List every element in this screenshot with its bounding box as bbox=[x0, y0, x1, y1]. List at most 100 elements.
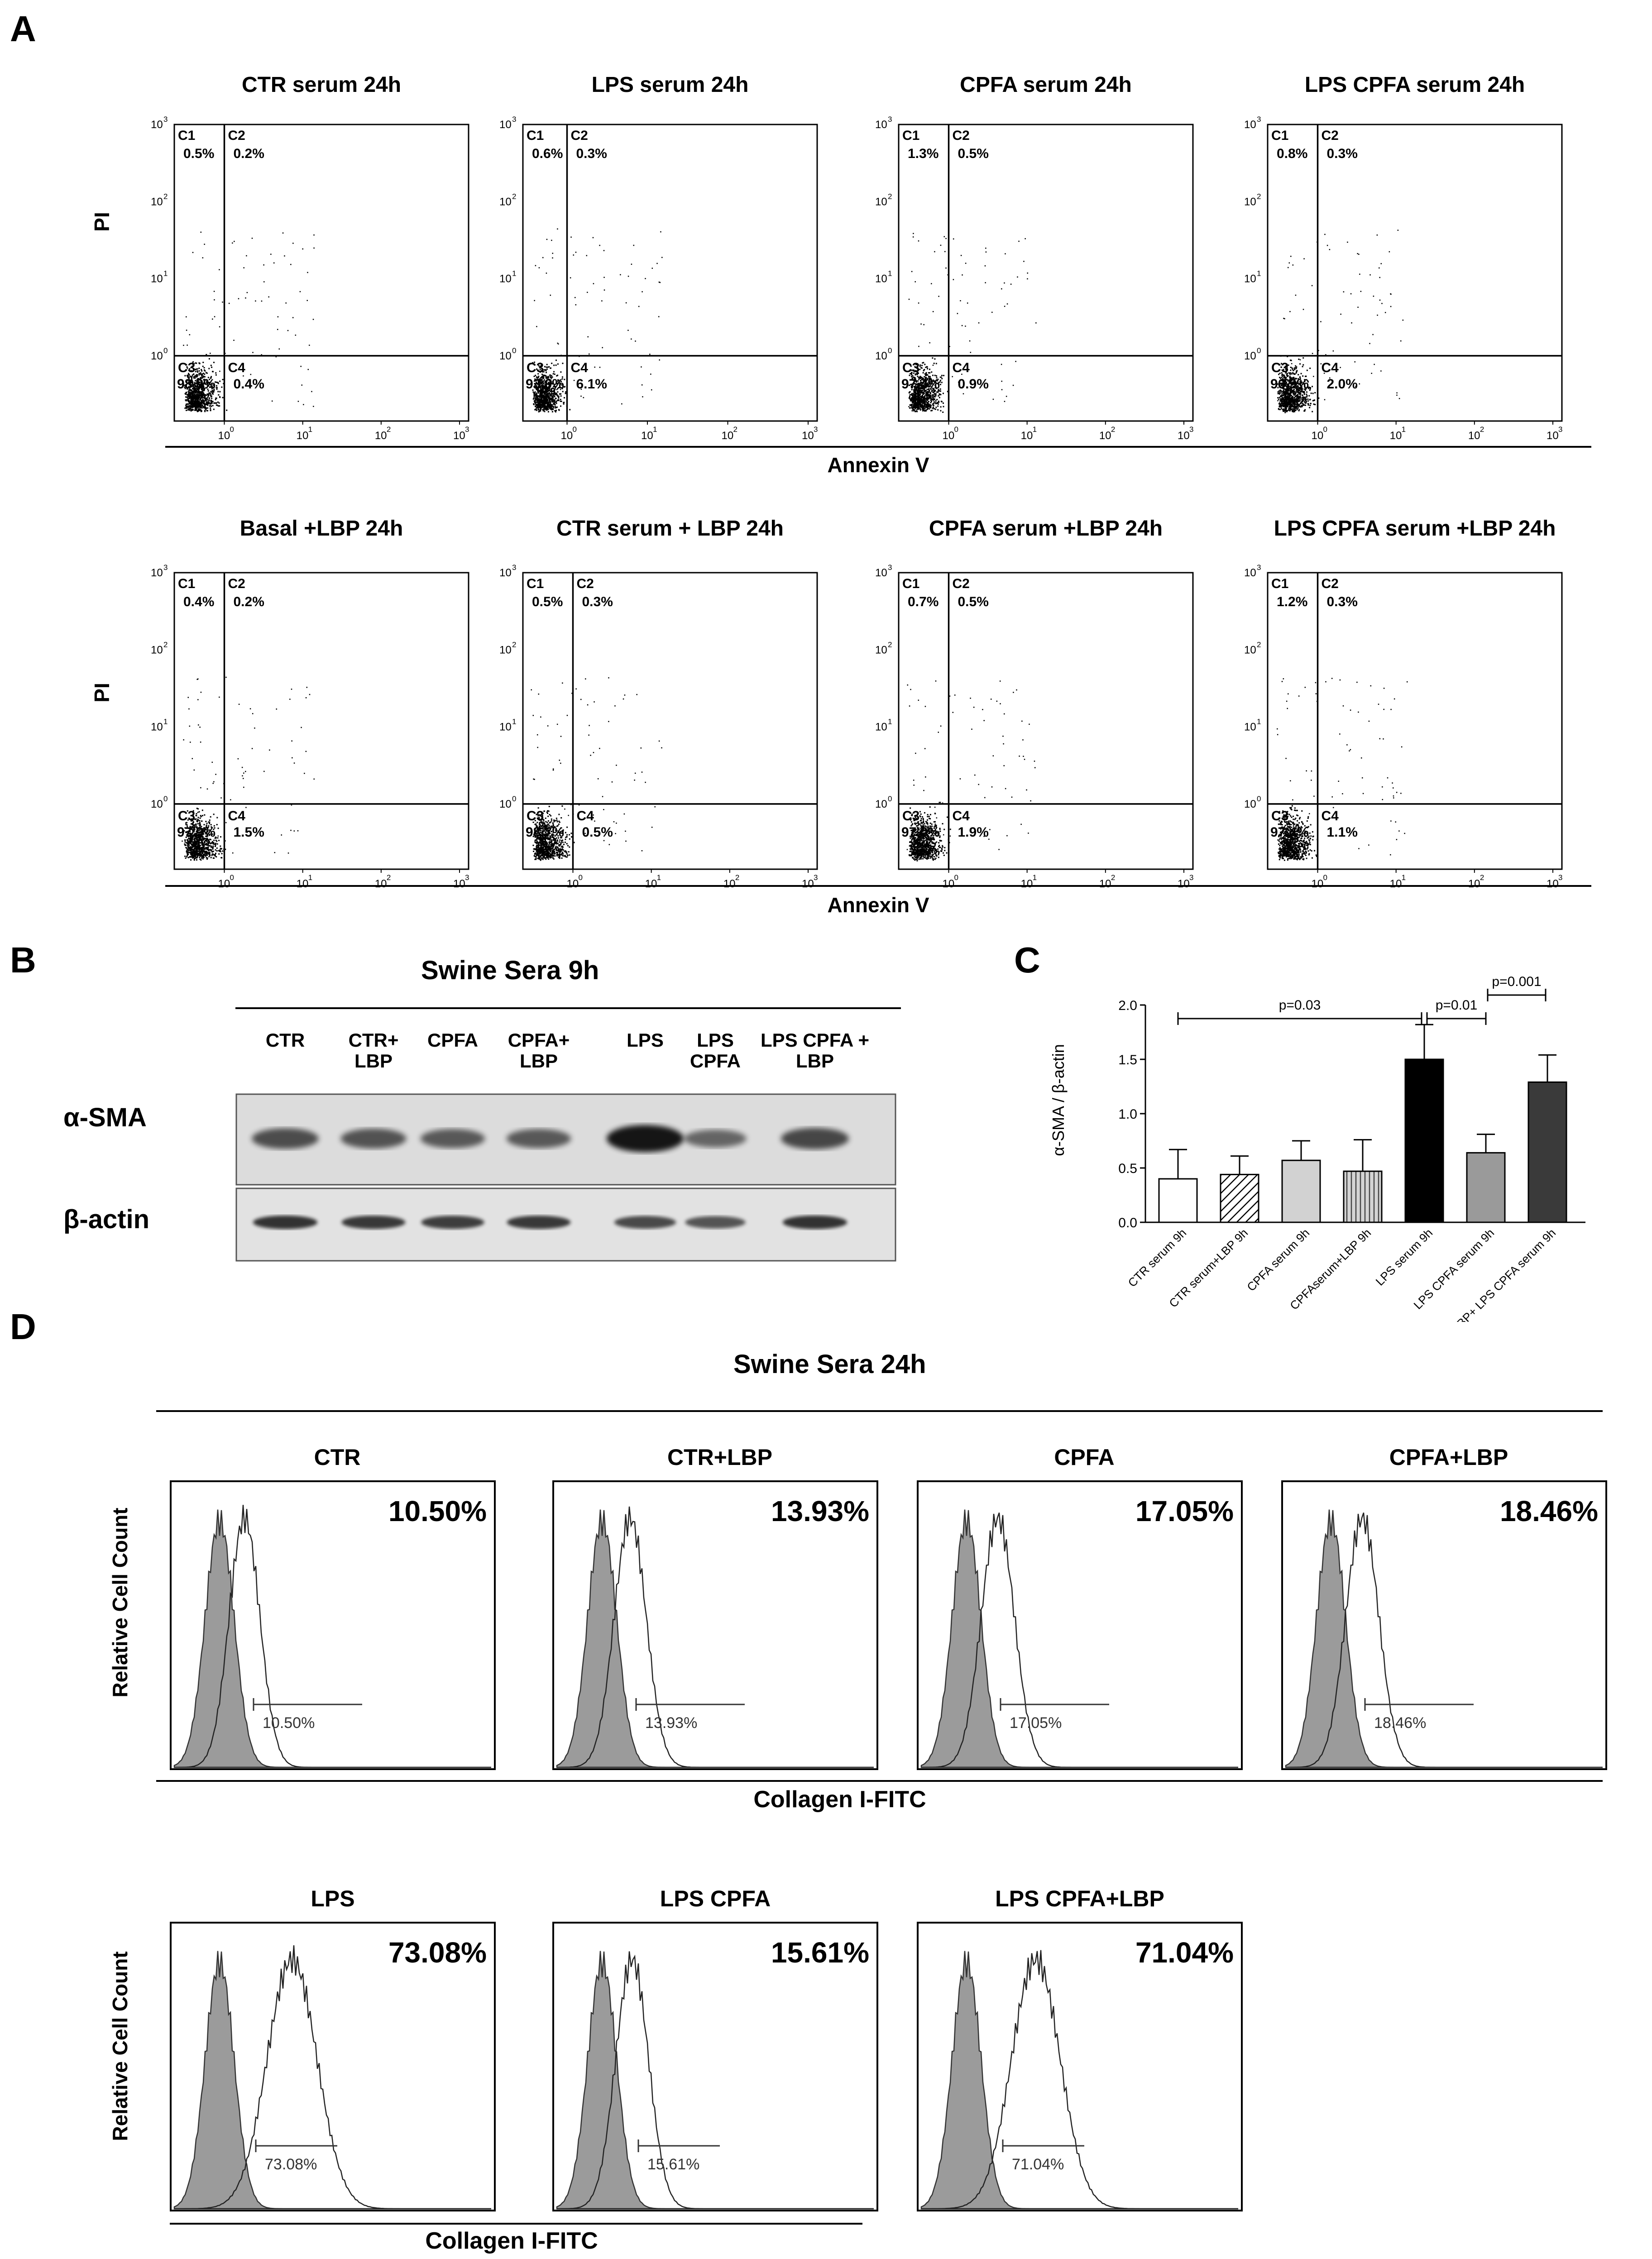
quadrant-c4: C4 0.4% bbox=[228, 360, 264, 392]
svg-text:3: 3 bbox=[1257, 115, 1261, 124]
svg-text:0.9%: 0.9% bbox=[958, 377, 989, 392]
svg-text:2: 2 bbox=[1480, 425, 1484, 434]
svg-text:10: 10 bbox=[1244, 350, 1256, 362]
svg-text:10: 10 bbox=[297, 430, 309, 442]
svg-text:0.3%: 0.3% bbox=[1327, 146, 1358, 161]
svg-text:0.8%: 0.8% bbox=[1277, 146, 1307, 161]
gate-label: 15.61% bbox=[647, 2156, 699, 2173]
blot-band-actin bbox=[341, 1216, 406, 1229]
quadrant-c1: C1 0.6% bbox=[527, 128, 563, 161]
svg-text:C2: C2 bbox=[1322, 128, 1339, 143]
svg-text:0: 0 bbox=[512, 346, 516, 355]
blot-band-actin bbox=[421, 1216, 484, 1229]
blot-lane-label: CPFA bbox=[427, 1029, 479, 1051]
svg-text:C2: C2 bbox=[953, 128, 970, 143]
svg-text:10: 10 bbox=[151, 644, 163, 656]
y-tick-label: 10 2 bbox=[499, 640, 516, 656]
svg-text:10: 10 bbox=[875, 350, 887, 362]
svg-text:1: 1 bbox=[1257, 269, 1261, 278]
svg-text:0.4%: 0.4% bbox=[234, 377, 264, 392]
quadrant-c1: C1 0.8% bbox=[1271, 128, 1307, 161]
y-tick-label: 10 3 bbox=[1244, 115, 1261, 131]
histogram-plot: 18.46% 18.46% bbox=[1281, 1480, 1607, 1770]
blot-row-label-sma: α-SMA bbox=[63, 1103, 147, 1132]
panel-d-y-label-row1: Relative Cell Count bbox=[108, 1508, 132, 1698]
svg-text:C2: C2 bbox=[228, 576, 245, 591]
svg-text:0.2%: 0.2% bbox=[234, 146, 264, 161]
svg-text:10: 10 bbox=[1178, 430, 1190, 442]
y-tick-label: 10 1 bbox=[499, 269, 516, 285]
x-tick-label: 103 bbox=[453, 873, 469, 890]
svg-text:3: 3 bbox=[163, 115, 168, 124]
svg-text:10: 10 bbox=[1547, 430, 1559, 442]
x-tick-label: 100 bbox=[218, 873, 234, 890]
svg-text:3: 3 bbox=[888, 115, 892, 124]
svg-text:2: 2 bbox=[733, 425, 737, 434]
x-tick-label: 100 bbox=[1312, 873, 1327, 890]
quadrant-c1: C10.7% bbox=[902, 576, 939, 609]
quadrant-c4: C41.9% bbox=[953, 809, 989, 840]
svg-text:10: 10 bbox=[151, 798, 163, 810]
blot-lane-label: CPFA+ LBP bbox=[508, 1029, 570, 1072]
x-tick-label: 101 bbox=[297, 425, 312, 442]
svg-text:2: 2 bbox=[163, 640, 168, 649]
panel-a-axis-rule-row1 bbox=[165, 446, 1591, 448]
y-tick-label: 10 1 bbox=[1244, 269, 1261, 285]
quadrant-c4: C40.5% bbox=[577, 809, 613, 840]
x-tick-label: 102 bbox=[723, 873, 739, 890]
blot-band-actin bbox=[507, 1216, 571, 1229]
positive-percentage: 13.93% bbox=[771, 1495, 869, 1527]
blot-lane-label: CTR+ LBP bbox=[348, 1029, 399, 1072]
y-tick-label: 10 0 bbox=[1244, 794, 1261, 810]
svg-text:0: 0 bbox=[1257, 346, 1261, 355]
blot-band-sma bbox=[340, 1129, 407, 1149]
histogram-plot: 71.04% 71.04% bbox=[917, 1922, 1243, 2211]
y-tick-label: 10 2 bbox=[875, 640, 892, 656]
bar bbox=[1404, 1058, 1444, 1223]
y-tick-label: 0.0 bbox=[1118, 1216, 1137, 1230]
x-tick-label: 102 bbox=[1099, 873, 1115, 890]
dot-plot-title: LPS CPFA serum +LBP 24h bbox=[1274, 517, 1556, 541]
positive-percentage: 18.46% bbox=[1500, 1495, 1598, 1527]
dot-plot-title: CTR serum + LBP 24h bbox=[556, 517, 784, 541]
x-tick-label: 101 bbox=[645, 873, 661, 890]
svg-text:2: 2 bbox=[888, 192, 892, 201]
blot-band-sma bbox=[252, 1128, 319, 1149]
quadrant-c1: C10.5% bbox=[527, 576, 563, 609]
bar bbox=[1466, 1152, 1506, 1223]
svg-text:2: 2 bbox=[387, 425, 391, 434]
gate-label: 13.93% bbox=[645, 1714, 697, 1732]
x-tick-label: 103 bbox=[1547, 873, 1562, 890]
dot-plot-title: LPS CPFA serum 24h bbox=[1304, 73, 1525, 97]
blot-band-sma bbox=[684, 1130, 747, 1148]
svg-text:C4: C4 bbox=[228, 809, 246, 823]
sample-histogram bbox=[557, 1951, 874, 2210]
y-tick-label: 10 1 bbox=[151, 269, 168, 285]
quadrant-c2: C2 0.3% bbox=[1322, 128, 1358, 161]
blot-band-actin bbox=[614, 1216, 676, 1229]
svg-text:10: 10 bbox=[1244, 273, 1256, 285]
blot-lane-label: LPS bbox=[627, 1029, 664, 1051]
gate-label: 10.50% bbox=[263, 1714, 315, 1732]
svg-text:10: 10 bbox=[151, 350, 163, 362]
x-tick-label: CTR serum 9h bbox=[1125, 1226, 1189, 1290]
x-tick-label: 102 bbox=[1099, 425, 1115, 442]
dot-plot: 103102101100100101102103C10.5%C20.2%C398… bbox=[151, 115, 469, 442]
x-tick-label: 103 bbox=[1178, 425, 1193, 442]
svg-text:0: 0 bbox=[954, 425, 958, 434]
svg-text:C1: C1 bbox=[178, 576, 195, 591]
sample-histogram bbox=[1286, 1512, 1603, 1768]
svg-text:1: 1 bbox=[308, 873, 312, 882]
x-tick-label: 100 bbox=[567, 873, 583, 890]
svg-text:C1: C1 bbox=[178, 128, 195, 143]
svg-text:10: 10 bbox=[1468, 430, 1480, 442]
y-tick-label: 10 3 bbox=[151, 115, 168, 131]
x-tick-label: 101 bbox=[1390, 873, 1406, 890]
svg-text:C2: C2 bbox=[228, 128, 245, 143]
x-tick-label: 101 bbox=[1021, 425, 1037, 442]
svg-text:C4: C4 bbox=[953, 360, 970, 375]
positive-percentage: 15.61% bbox=[771, 1936, 869, 1969]
x-tick-label: 101 bbox=[1390, 425, 1406, 442]
svg-text:2: 2 bbox=[512, 192, 516, 201]
svg-text:2: 2 bbox=[1257, 192, 1261, 201]
